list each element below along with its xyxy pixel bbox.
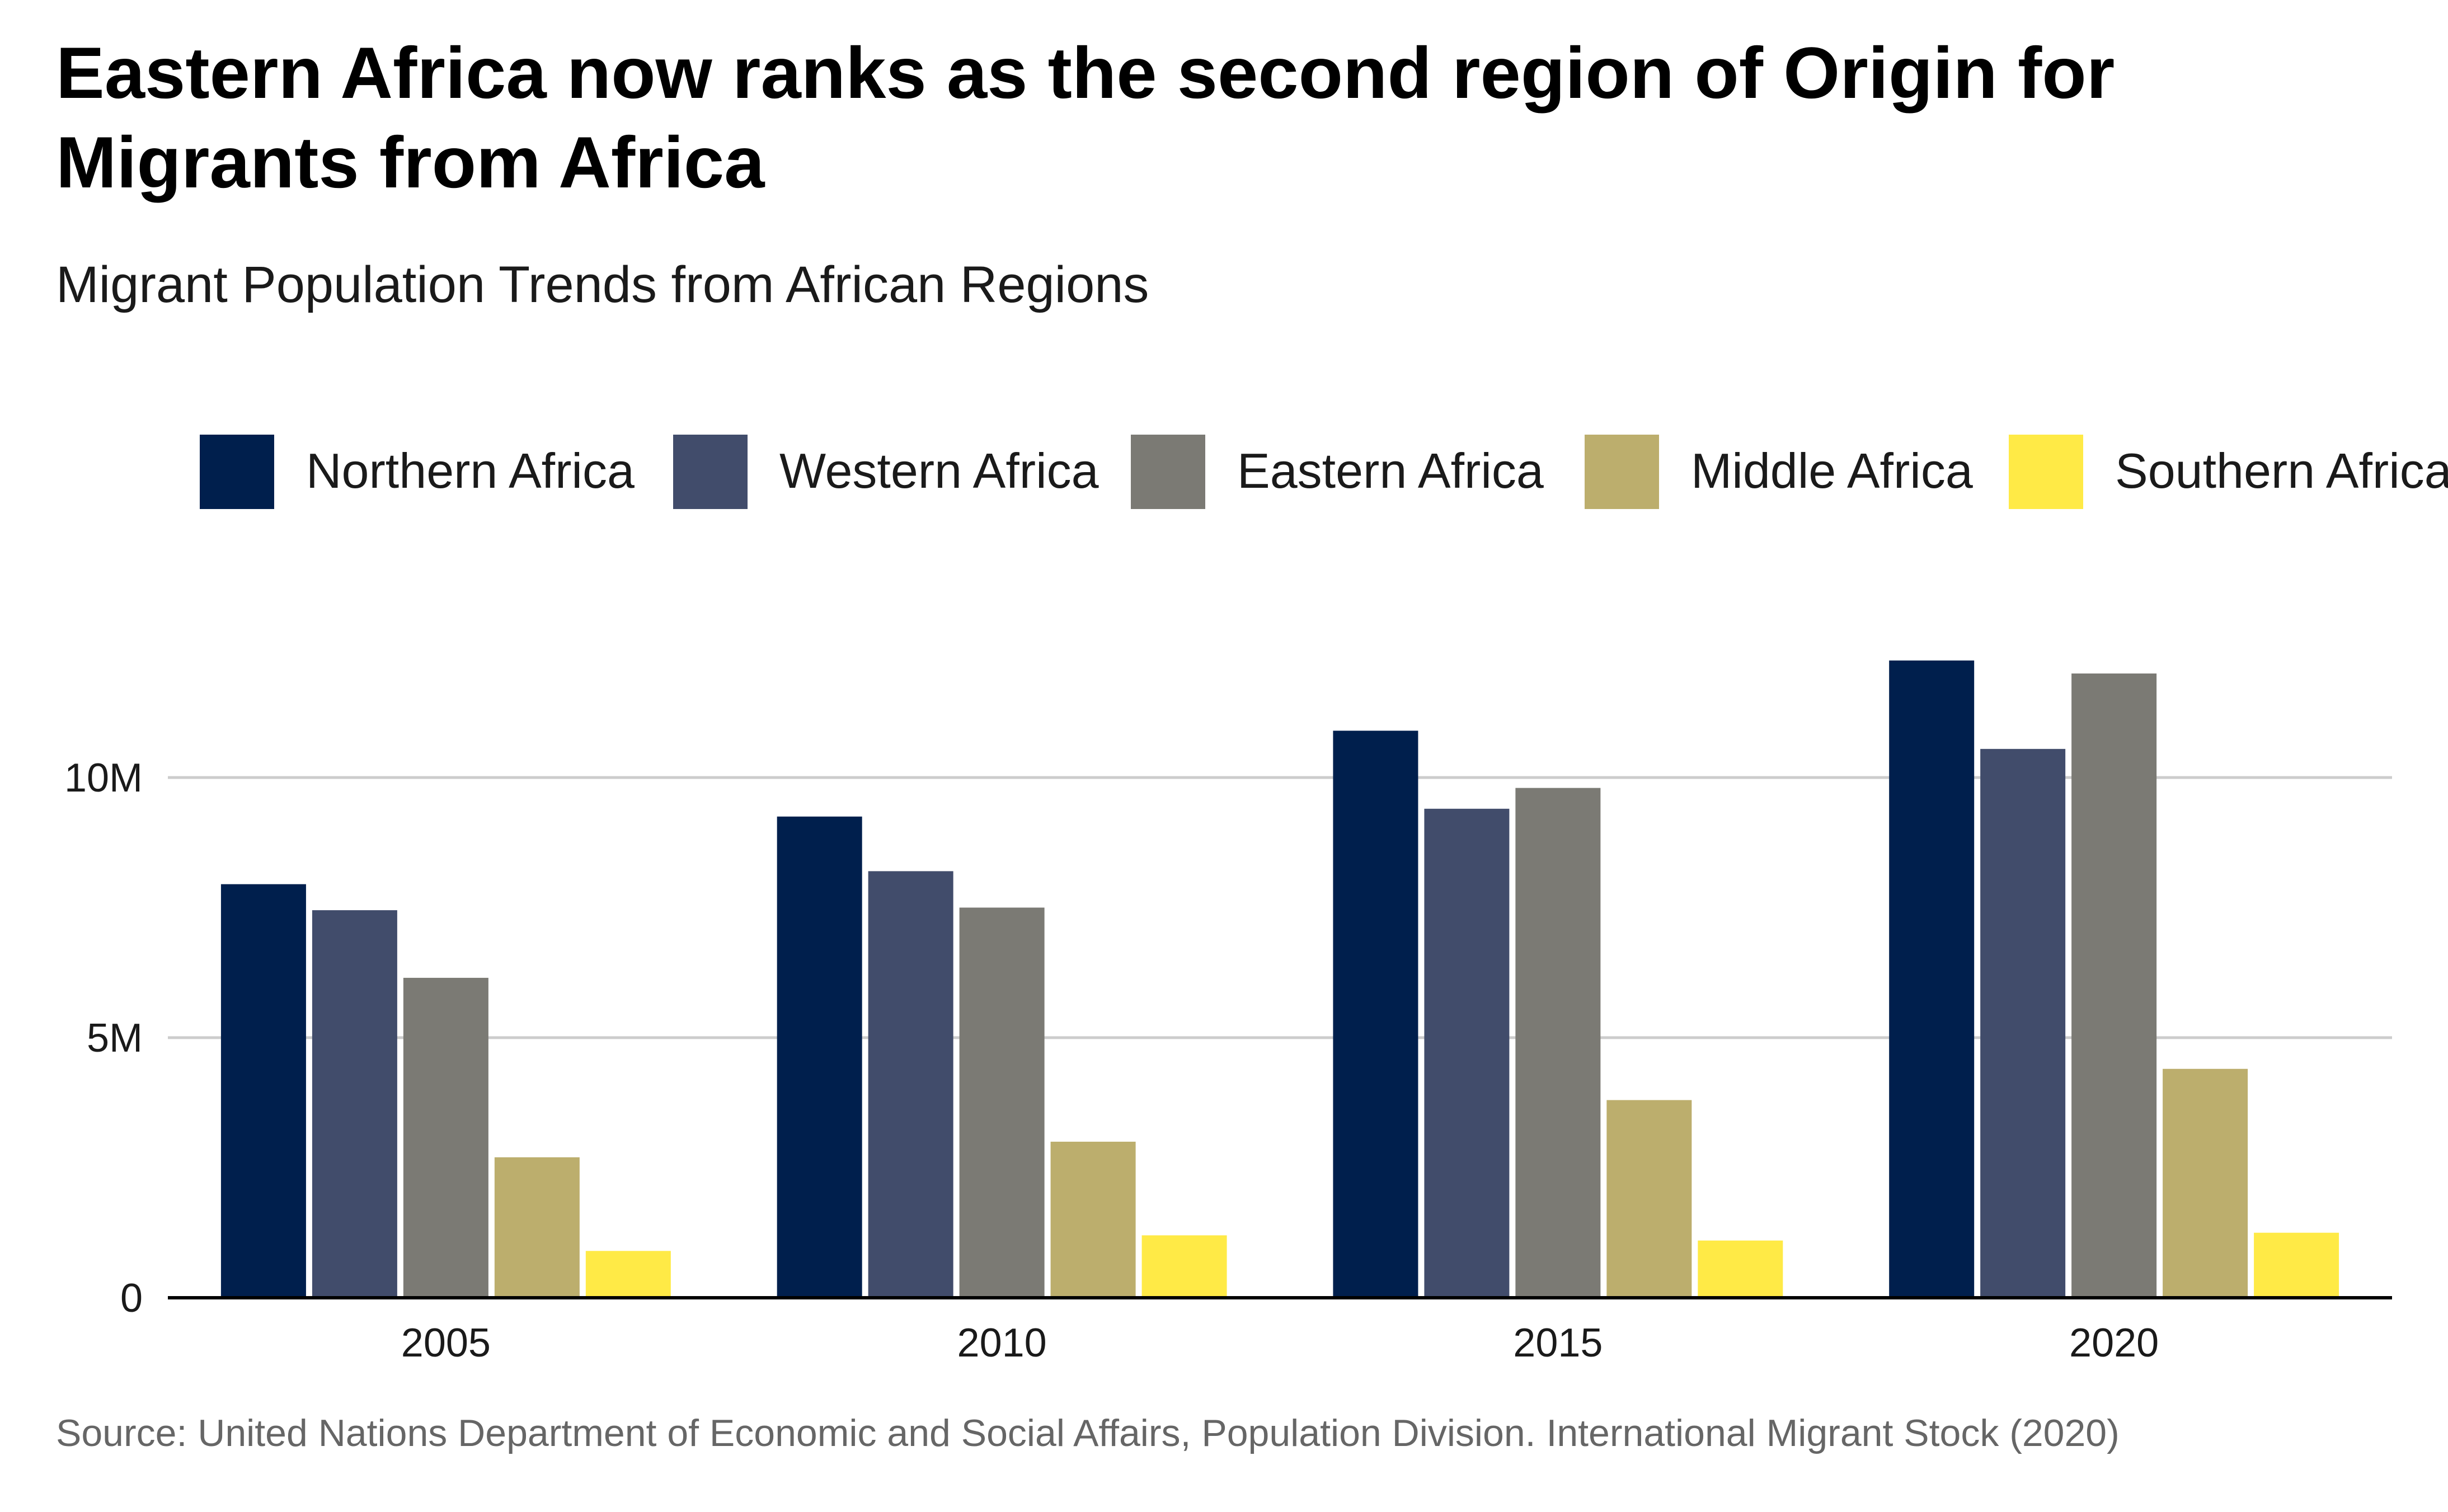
x-tick-label: 2020 — [2069, 1321, 2159, 1365]
bar-northern-africa-2005 — [220, 884, 306, 1298]
y-axis: 0 5M 10M — [64, 756, 143, 1321]
legend-swatch — [200, 435, 274, 509]
bar-eastern-africa-2020 — [2071, 673, 2157, 1298]
x-tick-label: 2010 — [957, 1321, 1047, 1365]
y-tick-label: 0 — [120, 1276, 143, 1321]
bar-middle-africa-2005 — [494, 1157, 580, 1298]
bar-northern-africa-2015 — [1333, 731, 1418, 1298]
bar-southern-africa-2015 — [1698, 1240, 1783, 1298]
y-tick-label: 10M — [64, 756, 143, 800]
bar-southern-africa-2020 — [2254, 1232, 2339, 1298]
legend-swatch — [673, 435, 748, 509]
bar-eastern-africa-2005 — [403, 978, 488, 1298]
legend-label: Middle Africa — [1691, 443, 1973, 498]
bar-western-africa-2010 — [868, 871, 953, 1298]
bar-southern-africa-2010 — [1141, 1235, 1227, 1298]
x-axis: 2005 2010 2015 2020 — [168, 1296, 2392, 1365]
chart-title-line-2: Migrants from Africa — [56, 121, 765, 203]
legend-swatch — [1585, 435, 1659, 509]
bar-middle-africa-2020 — [2163, 1068, 2248, 1298]
bar-northern-africa-2010 — [777, 816, 862, 1298]
bar-western-africa-2015 — [1424, 808, 1510, 1298]
legend-label: Eastern Africa — [1237, 443, 1544, 498]
legend-swatch — [1131, 435, 1205, 509]
legend-swatch — [2009, 435, 2083, 509]
bar-southern-africa-2005 — [585, 1251, 671, 1298]
bar-middle-africa-2015 — [1606, 1100, 1692, 1298]
legend: Northern Africa Western Africa Eastern Afr… — [200, 435, 2448, 509]
bar-western-africa-2005 — [312, 910, 397, 1298]
bar-western-africa-2020 — [1980, 748, 2066, 1298]
legend-label: Western Africa — [779, 443, 1099, 498]
legend-label: Southern Africa — [2115, 443, 2448, 498]
bar-middle-africa-2010 — [1050, 1142, 1136, 1298]
source-note: Source: United Nations Department of Eco… — [56, 1412, 2120, 1454]
bar-eastern-africa-2015 — [1515, 788, 1601, 1298]
bar-eastern-africa-2010 — [959, 907, 1045, 1298]
chart-subtitle: Migrant Population Trends from African R… — [56, 256, 1149, 313]
x-tick-label: 2015 — [1513, 1321, 1603, 1365]
bar-northern-africa-2020 — [1889, 660, 1975, 1298]
chart-title-line-1: Eastern Africa now ranks as the second r… — [56, 32, 2115, 114]
x-tick-label: 2005 — [401, 1321, 491, 1365]
legend-label: Northern Africa — [306, 443, 635, 498]
y-tick-label: 5M — [87, 1016, 143, 1061]
bars — [220, 660, 2339, 1298]
